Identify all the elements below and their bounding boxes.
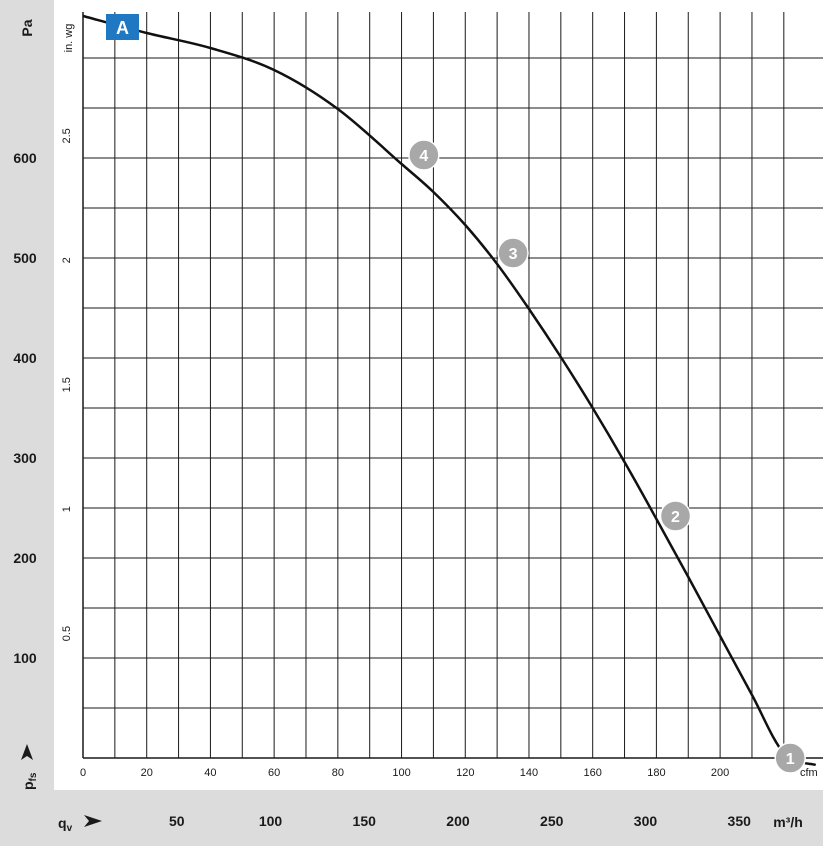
cfm-tick-label: 60 <box>268 767 280 779</box>
pa-tick-label: 300 <box>13 450 37 466</box>
cfm-tick-label: 20 <box>141 767 153 779</box>
inwg-tick-labels: 0.5 1 1.5 2 2.5 <box>61 128 73 641</box>
pfs-label: pfs <box>20 772 39 790</box>
operating-point-marker <box>408 139 440 171</box>
x-axis-band <box>0 790 823 846</box>
inwg-tick-label: 2.5 <box>61 128 73 143</box>
y-axis-band <box>0 0 54 790</box>
cfm-tick-label: 140 <box>520 767 538 779</box>
m3h-tick-label: 200 <box>446 813 470 829</box>
m3h-tick-label: 350 <box>728 813 752 829</box>
m3h-tick-label: 50 <box>169 813 185 829</box>
pa-tick-labels: 100 200 300 400 500 600 <box>13 150 37 666</box>
cfm-tick-label: 180 <box>647 767 665 779</box>
pa-unit-label: Pa <box>19 19 35 36</box>
operating-points: 1 2 3 4 <box>408 139 806 774</box>
pa-tick-label: 500 <box>13 250 37 266</box>
operating-point-marker <box>659 500 692 532</box>
cfm-tick-label: 100 <box>392 767 410 779</box>
inwg-tick-label: 1.5 <box>61 377 73 392</box>
pfs-arrow-icon <box>21 744 33 760</box>
m3h-tick-label: 150 <box>353 813 377 829</box>
operating-point-label: 4 <box>419 148 428 165</box>
m3h-tick-labels: 50 100 150 200 250 300 350 <box>169 813 751 829</box>
pa-tick-label: 100 <box>13 650 37 666</box>
operating-point-marker <box>774 742 806 774</box>
cfm-tick-label: 200 <box>711 767 729 779</box>
badge-text: A <box>116 18 129 38</box>
cfm-tick-labels: 0 20 40 60 80 100 120 140 160 180 200 <box>80 767 729 779</box>
operating-point-marker <box>497 237 529 269</box>
pa-tick-label: 400 <box>13 350 37 366</box>
inwg-tick-label: 1 <box>61 506 73 512</box>
cfm-tick-label: 120 <box>456 767 474 779</box>
cfm-tick-label: 80 <box>332 767 344 779</box>
cfm-tick-label: 160 <box>584 767 602 779</box>
inwg-tick-label: 2 <box>61 257 73 263</box>
cfm-tick-label: 0 <box>80 767 86 779</box>
pa-tick-label: 200 <box>13 550 37 566</box>
m3h-tick-label: 100 <box>259 813 283 829</box>
curve-badge: A <box>106 14 139 40</box>
m3h-tick-label: 250 <box>540 813 564 829</box>
operating-point-label: 1 <box>786 751 795 768</box>
m3h-unit-label: m³/h <box>773 814 803 830</box>
cfm-unit-label: cfm <box>800 767 818 779</box>
series-line <box>82 14 817 767</box>
pa-tick-label: 600 <box>13 150 37 166</box>
cfm-tick-label: 40 <box>204 767 216 779</box>
inwg-tick-label: 0.5 <box>61 626 73 641</box>
badge-box <box>106 14 139 40</box>
qv-arrow-icon <box>84 815 102 827</box>
qv-axis-label: qv <box>58 815 102 834</box>
qv-label: qv <box>58 815 73 834</box>
pfs-axis-label: pfs <box>20 744 39 790</box>
m3h-tick-label: 300 <box>634 813 658 829</box>
operating-point-label: 3 <box>509 246 518 263</box>
operating-point-label: 2 <box>671 509 680 526</box>
inwg-unit-label: in. wg <box>63 24 75 53</box>
grid <box>82 12 823 759</box>
